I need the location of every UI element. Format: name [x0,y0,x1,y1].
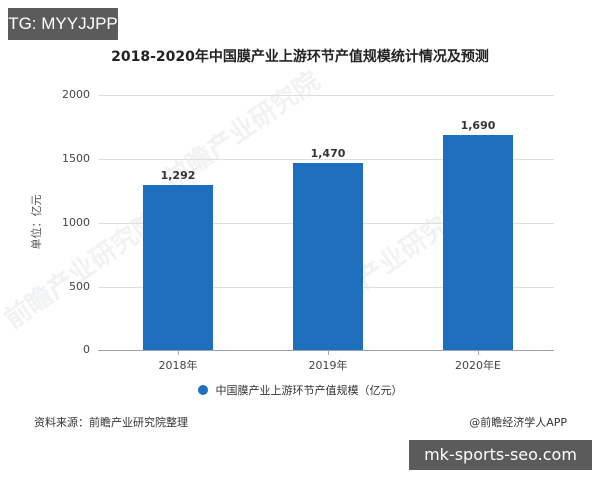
x-tick-label: 2019年 [308,359,348,372]
site-badge: mk-sports-seo.com [409,440,592,470]
x-tick-mark [178,350,179,355]
gridline-2000 [98,95,554,96]
bar-2020e [443,135,513,350]
y-axis-label: 单位：亿元 [30,194,43,250]
legend-label: 中国膜产业上游环节产值规模（亿元） [215,384,403,397]
bar-value-label: 1,690 [460,119,496,132]
overlay-tag: TG: MYYJJPP [8,8,118,40]
bar-2018 [143,185,213,350]
y-tick-label: 0 [83,343,90,356]
legend-marker-icon [197,385,208,395]
chart-legend[interactable]: 中国膜产业上游环节产值规模（亿元） [0,382,600,398]
y-tick-label: 500 [69,280,90,293]
y-tick-label: 1000 [62,216,90,229]
source-note: 资料来源：前瞻产业研究院整理 [34,416,188,429]
x-tick-label: 2020年E [455,359,501,372]
bar-value-label: 1,292 [160,169,196,182]
bar-2019 [293,163,363,350]
y-tick-label: 2000 [62,88,90,101]
credit-note: @前瞻经济学人APP [469,416,567,429]
bar-value-label: 1,470 [310,147,346,160]
chart-title: 2018-2020年中国膜产业上游环节产值规模统计情况及预测 [111,49,489,65]
gridline-1500 [98,159,554,160]
x-tick-label: 2018年 [158,359,198,372]
x-tick-mark [328,350,329,355]
y-tick-label: 1500 [62,152,90,165]
x-axis-line [98,350,554,351]
x-tick-mark [478,350,479,355]
